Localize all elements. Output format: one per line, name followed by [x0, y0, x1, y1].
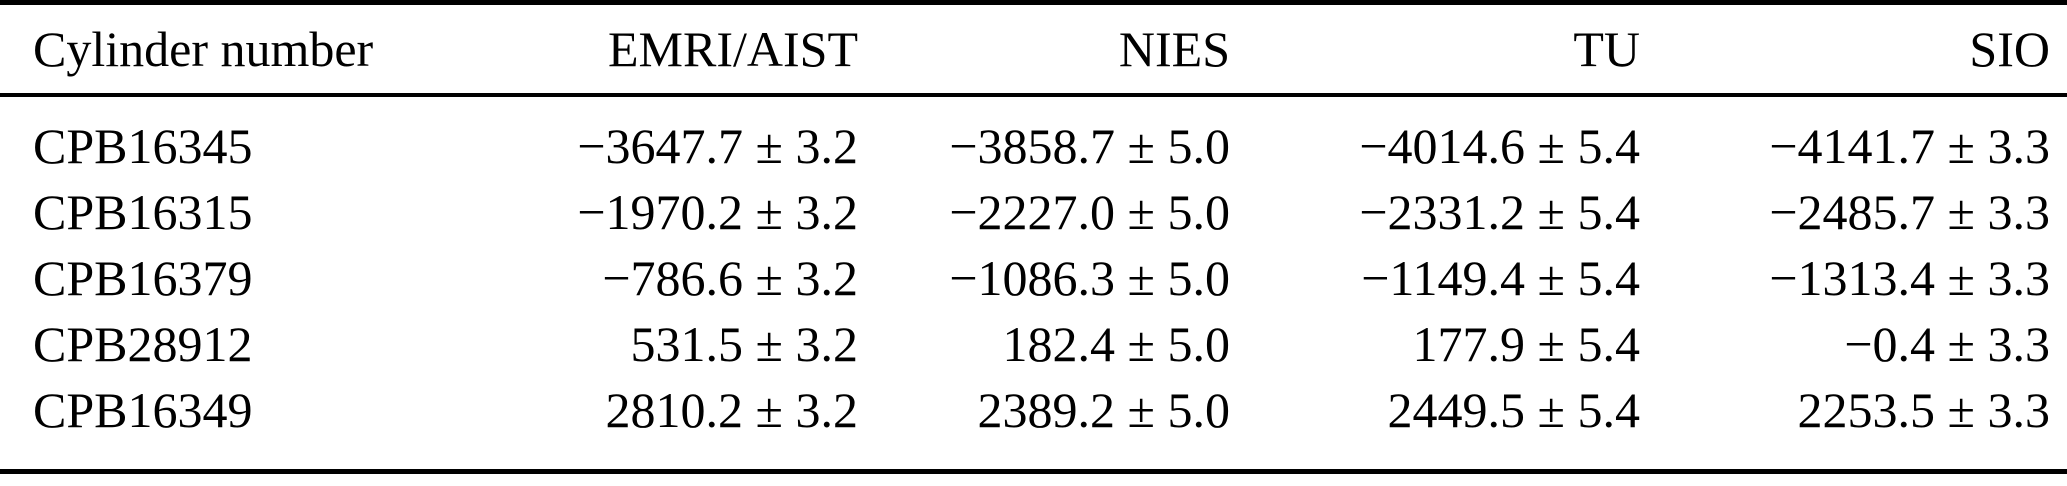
- table-row: CPB28912 531.5 ± 3.2 182.4 ± 5.0 177.9 ±…: [0, 311, 2067, 377]
- nies-value-cell: −1086.3 ± 5.0: [949, 250, 1230, 306]
- sio-value-cell: −2485.7 ± 3.3: [1769, 184, 2050, 240]
- sio-value-cell: −0.4 ± 3.3: [1844, 316, 2050, 372]
- cylinder-calibration-table: Cylinder number EMRI/AIST NIES TU SIO CP…: [0, 0, 2067, 474]
- cylinder-number-cell: CPB16315: [33, 184, 253, 240]
- column-header-tu: TU: [1230, 2, 1640, 97]
- emri-aist-value-cell: 2810.2 ± 3.2: [605, 382, 858, 438]
- table-row: CPB16349 2810.2 ± 3.2 2389.2 ± 5.0 2449.…: [0, 377, 2067, 472]
- cylinder-number-cell: CPB28912: [33, 316, 253, 372]
- emri-aist-value-cell: −1970.2 ± 3.2: [577, 184, 858, 240]
- column-header-emri-aist: EMRI/AIST: [433, 2, 858, 97]
- emri-aist-value-cell: 531.5 ± 3.2: [630, 316, 858, 372]
- nies-value-cell: −3858.7 ± 5.0: [949, 118, 1230, 174]
- table-header-row: Cylinder number EMRI/AIST NIES TU SIO: [0, 2, 2067, 97]
- tu-value-cell: −1149.4 ± 5.4: [1361, 250, 1640, 306]
- cylinder-number-cell: CPB16349: [33, 382, 253, 438]
- emri-aist-value-cell: −3647.7 ± 3.2: [577, 118, 858, 174]
- column-header-sio: SIO: [1640, 2, 2067, 97]
- nies-value-cell: −2227.0 ± 5.0: [949, 184, 1230, 240]
- tu-value-cell: −4014.6 ± 5.4: [1359, 118, 1640, 174]
- nies-value-cell: 182.4 ± 5.0: [1002, 316, 1230, 372]
- column-header-nies: NIES: [858, 2, 1230, 97]
- column-header-cylinder-number: Cylinder number: [0, 2, 433, 97]
- nies-value-cell: 2389.2 ± 5.0: [977, 382, 1230, 438]
- cylinder-number-cell: CPB16379: [33, 250, 253, 306]
- sio-value-cell: 2253.5 ± 3.3: [1797, 382, 2050, 438]
- tu-value-cell: −2331.2 ± 5.4: [1359, 184, 1640, 240]
- table-row: CPB16315 −1970.2 ± 3.2 −2227.0 ± 5.0 −23…: [0, 179, 2067, 245]
- tu-value-cell: 2449.5 ± 5.4: [1387, 382, 1640, 438]
- sio-value-cell: −4141.7 ± 3.3: [1769, 118, 2050, 174]
- sio-value-cell: −1313.4 ± 3.3: [1769, 250, 2050, 306]
- emri-aist-value-cell: −786.6 ± 3.2: [602, 250, 858, 306]
- table-row: CPB16345 −3647.7 ± 3.2 −3858.7 ± 5.0 −40…: [0, 95, 2067, 179]
- table-row: CPB16379 −786.6 ± 3.2 −1086.3 ± 5.0 −114…: [0, 245, 2067, 311]
- cylinder-number-cell: CPB16345: [33, 118, 253, 174]
- tu-value-cell: 177.9 ± 5.4: [1412, 316, 1640, 372]
